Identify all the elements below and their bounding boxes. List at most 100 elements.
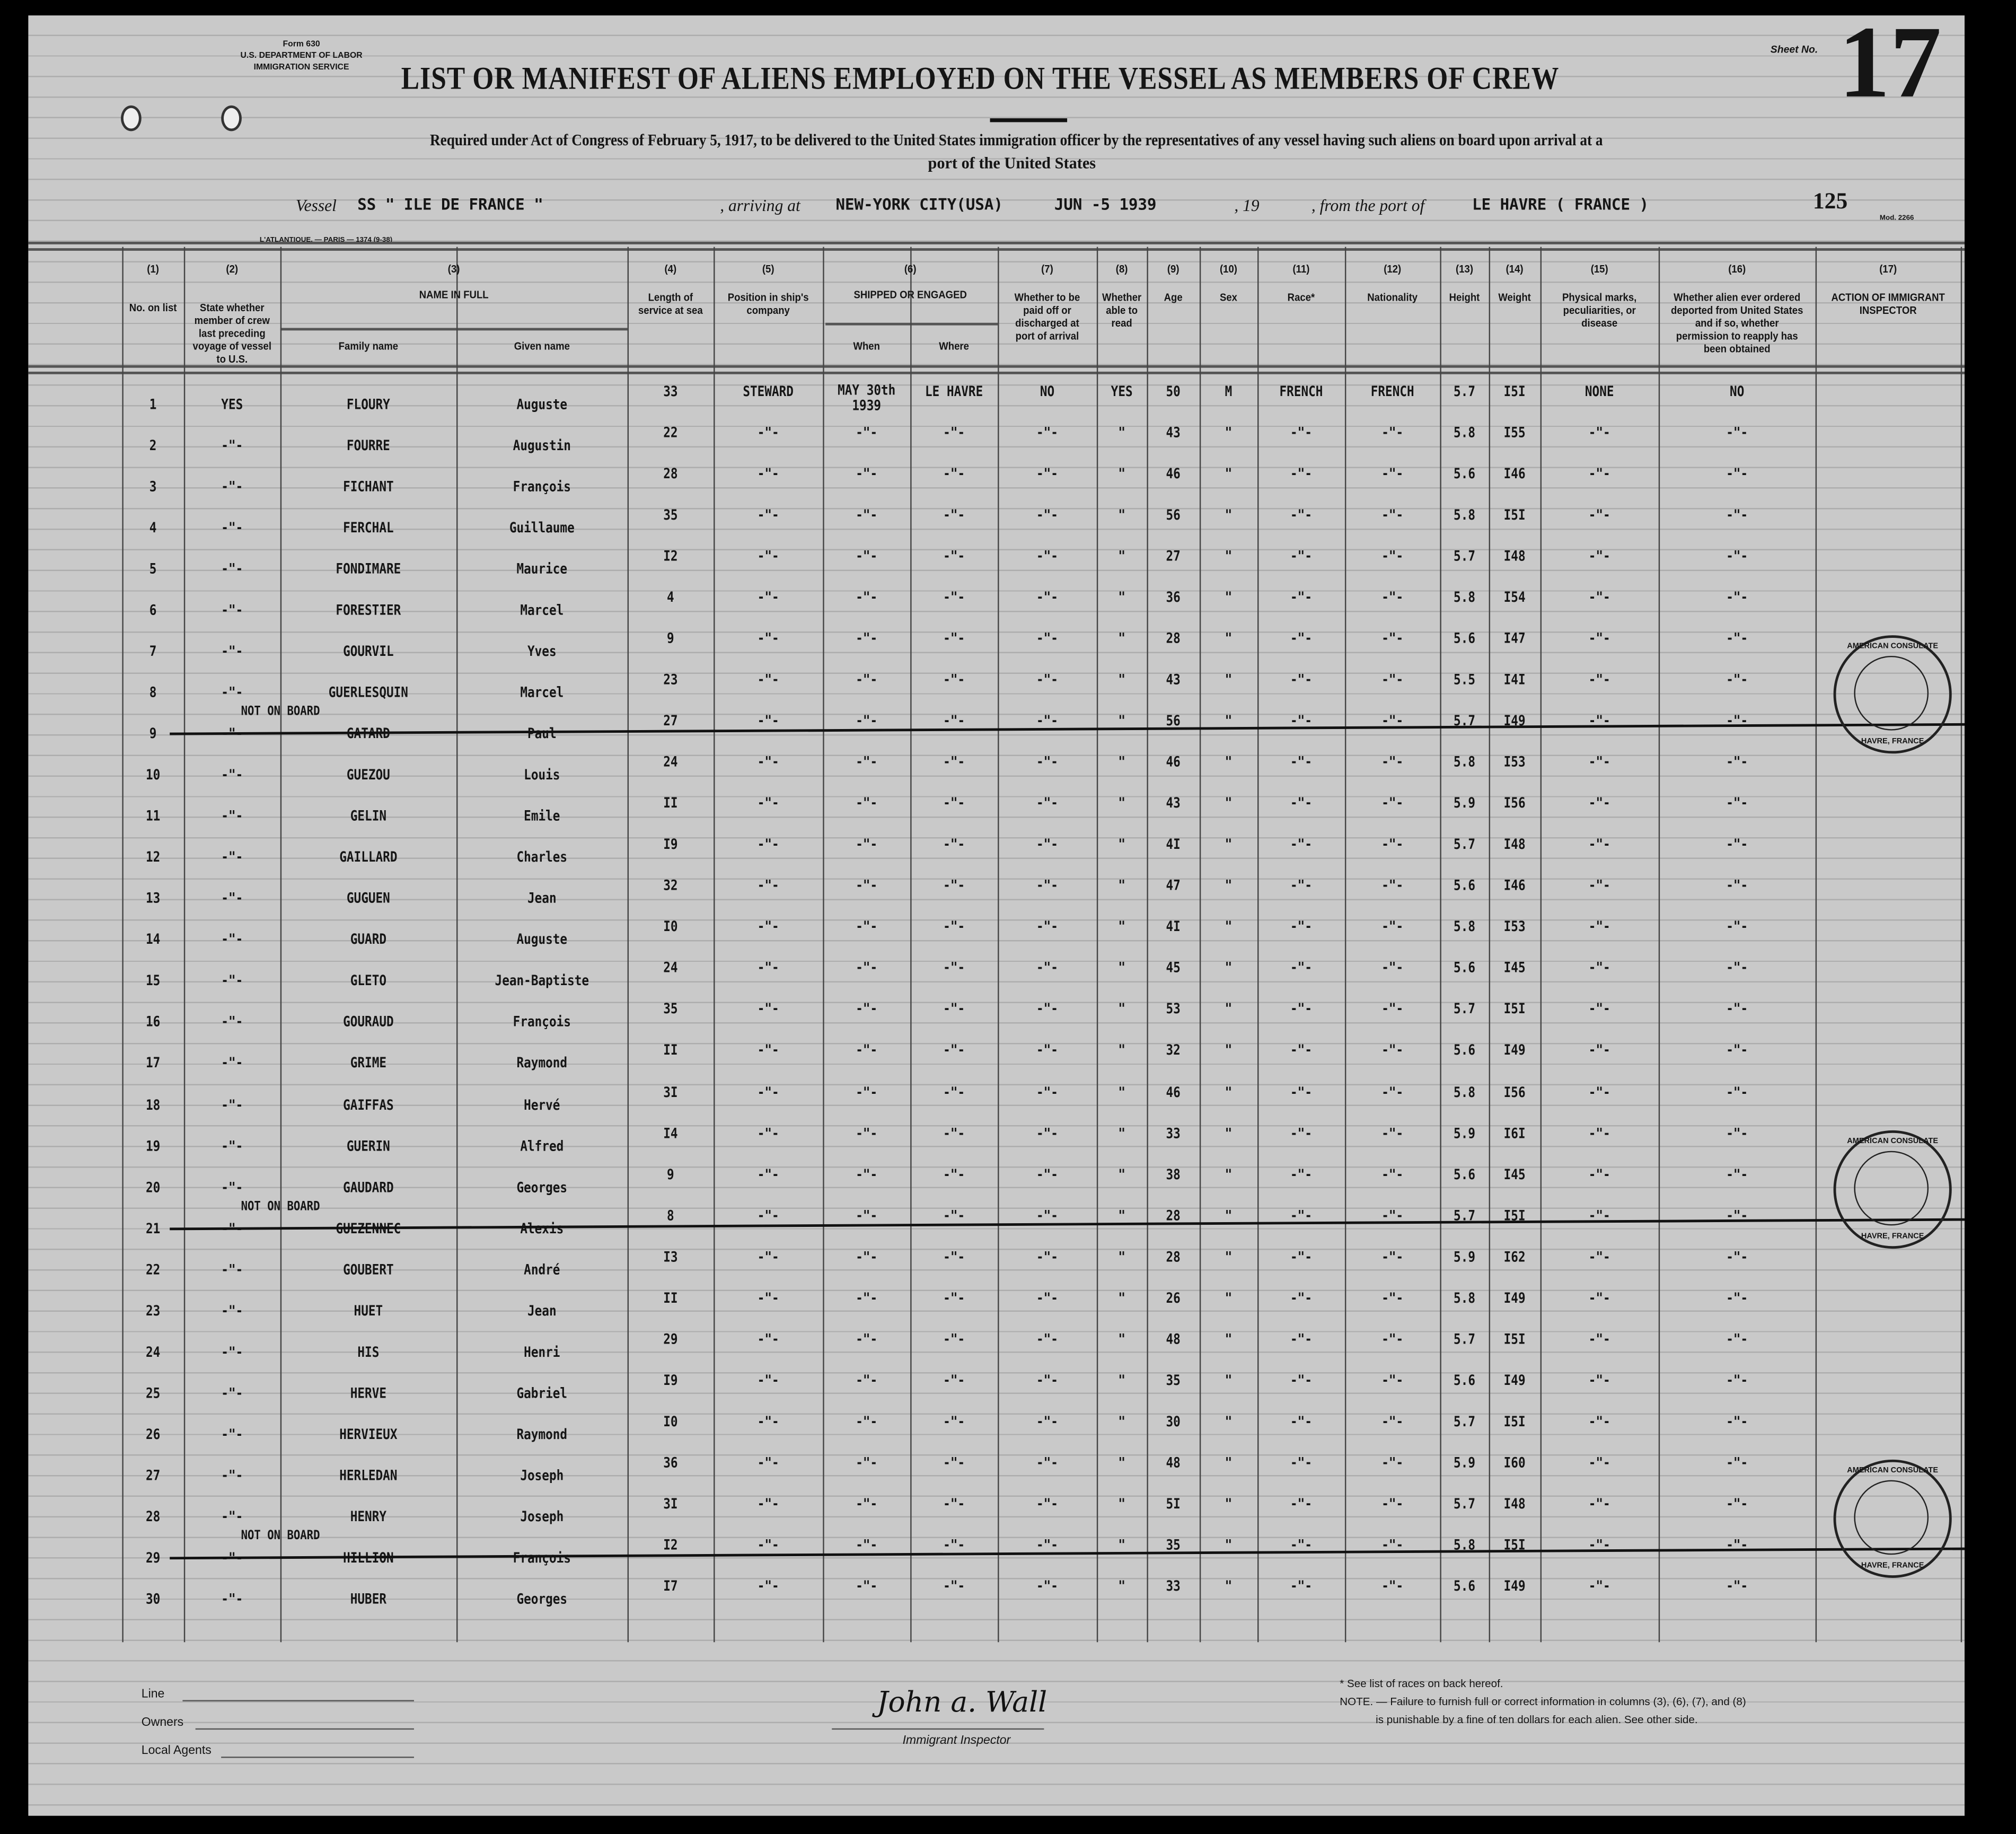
cell-col-4: Marcel — [520, 684, 564, 701]
cell-col-1: 9 — [149, 725, 157, 743]
cell-col-8: -"- — [943, 1372, 965, 1389]
form-number: Form 630 — [283, 40, 320, 49]
cell-col-6: -"- — [757, 1372, 779, 1389]
cell-col-4: Louis — [524, 767, 560, 784]
cell-col-8: -"- — [943, 1330, 965, 1348]
cell-col-16: I5I — [1503, 1330, 1526, 1348]
cell-col-1: 18 — [145, 1096, 161, 1113]
cell-col-15: 5.8 — [1454, 918, 1476, 936]
cell-col-8: -"- — [943, 918, 965, 936]
cell-col-12: " — [1225, 877, 1233, 894]
column-divider — [122, 247, 124, 1643]
cell-col-5: 8 — [667, 1207, 674, 1224]
cell-col-17: -"- — [1588, 1372, 1610, 1389]
cell-col-7: -"- — [856, 548, 878, 565]
owners-label: Owners — [141, 1715, 184, 1730]
header-rule-top — [28, 241, 1965, 244]
cell-col-7: MAY 30th 1939 — [838, 382, 896, 414]
cell-col-10: " — [1118, 1330, 1125, 1348]
cell-col-12: " — [1225, 1454, 1233, 1471]
cell-col-5: I2 — [663, 1536, 678, 1554]
cell-col-14: -"- — [1381, 753, 1404, 771]
cell-col-17: -"- — [1588, 1248, 1610, 1265]
cell-col-16: I54 — [1503, 589, 1526, 606]
cell-col-6: -"- — [757, 918, 779, 936]
cell-col-11: 46 — [1166, 1083, 1181, 1100]
cell-col-8: LE HAVRE — [925, 383, 983, 400]
cell-col-18: -"- — [1726, 877, 1748, 894]
cell-col-11: 56 — [1166, 506, 1181, 524]
cell-col-6: -"- — [757, 960, 779, 977]
cell-col-16: I48 — [1503, 1495, 1526, 1512]
subtitle-line-1: Required under Act of Congress of Februa… — [429, 131, 1603, 150]
cell-col-4: Raymond — [516, 1426, 568, 1443]
cell-col-15: 5.6 — [1454, 1372, 1476, 1389]
cell-col-18: -"- — [1726, 1412, 1748, 1430]
cell-col-9: -"- — [1036, 1001, 1058, 1018]
column-subheader: Given name — [514, 339, 570, 353]
header-rule-bottom-2 — [28, 371, 1965, 374]
eagle-seal-icon — [1854, 1480, 1929, 1555]
stamp-top-text: AMERICAN CONSULATE — [1847, 1137, 1939, 1145]
cell-col-15: 5.7 — [1454, 1412, 1476, 1430]
cell-col-14: -"- — [1381, 1165, 1404, 1183]
column-header: NAME IN FULL — [419, 288, 489, 301]
cell-col-11: 28 — [1166, 630, 1181, 647]
cell-col-5: II — [663, 795, 678, 812]
cell-col-10: " — [1118, 1042, 1125, 1059]
cell-col-14: -"- — [1381, 836, 1404, 853]
cell-col-6: -"- — [757, 1248, 779, 1265]
cell-col-3: GELIN — [350, 808, 387, 825]
cell-col-10: " — [1118, 1001, 1125, 1018]
cell-col-6: STEWARD — [743, 383, 794, 400]
cell-col-10: " — [1118, 671, 1125, 689]
cell-col-12: M — [1225, 383, 1233, 400]
cell-col-5: 4 — [667, 589, 674, 606]
cell-col-15: 5.8 — [1454, 424, 1476, 441]
cell-col-2: -"- — [221, 1179, 243, 1196]
cell-col-12: " — [1225, 713, 1233, 730]
cell-col-12: " — [1225, 1289, 1233, 1306]
cell-col-13: -"- — [1290, 548, 1312, 565]
cell-col-12: " — [1225, 1536, 1233, 1554]
cell-col-13: -"- — [1290, 960, 1312, 977]
cell-col-2: -"- — [221, 1096, 243, 1113]
cell-col-6: -"- — [757, 671, 779, 689]
cell-col-14: -"- — [1381, 795, 1404, 812]
cell-col-17: -"- — [1588, 589, 1610, 606]
cell-col-10: " — [1118, 1536, 1125, 1554]
cell-col-12: " — [1225, 1001, 1233, 1018]
cell-col-1: 15 — [145, 972, 161, 990]
cell-col-16: I5I — [1503, 506, 1526, 524]
cell-col-18: -"- — [1726, 918, 1748, 936]
cell-col-18: -"- — [1726, 506, 1748, 524]
cell-col-16: I6I — [1503, 1125, 1526, 1142]
cell-col-2: YES — [221, 396, 243, 413]
cell-col-7: -"- — [856, 671, 878, 689]
header-rule-top-2 — [28, 248, 1965, 251]
cell-col-10: " — [1118, 795, 1125, 812]
cell-col-17: -"- — [1588, 795, 1610, 812]
cell-col-7: -"- — [856, 1454, 878, 1471]
cell-col-3: GAILLARD — [339, 849, 398, 866]
cell-col-13: -"- — [1290, 630, 1312, 647]
cell-col-9: NO — [1040, 383, 1055, 400]
cell-col-14: -"- — [1381, 1372, 1404, 1389]
cell-col-12: " — [1225, 795, 1233, 812]
cell-col-8: -"- — [943, 1125, 965, 1142]
cell-col-6: -"- — [757, 877, 779, 894]
arrival-port: NEW-YORK CITY(USA) — [835, 195, 1003, 214]
cell-col-6: -"- — [757, 713, 779, 730]
cell-col-2: -"- — [221, 1014, 243, 1031]
cell-col-14: -"- — [1381, 1125, 1404, 1142]
inspector-signature: John a. Wall — [877, 1687, 1047, 1719]
cell-col-4: Maurice — [516, 560, 568, 578]
cell-col-3: GAUDARD — [343, 1179, 394, 1196]
cell-col-12: " — [1225, 548, 1233, 565]
cell-col-14: -"- — [1381, 671, 1404, 689]
cell-col-17: -"- — [1588, 548, 1610, 565]
cell-col-8: -"- — [943, 795, 965, 812]
cell-col-4: Charles — [516, 849, 568, 866]
cell-col-11: 56 — [1166, 713, 1181, 730]
cell-col-1: 3 — [149, 478, 157, 495]
